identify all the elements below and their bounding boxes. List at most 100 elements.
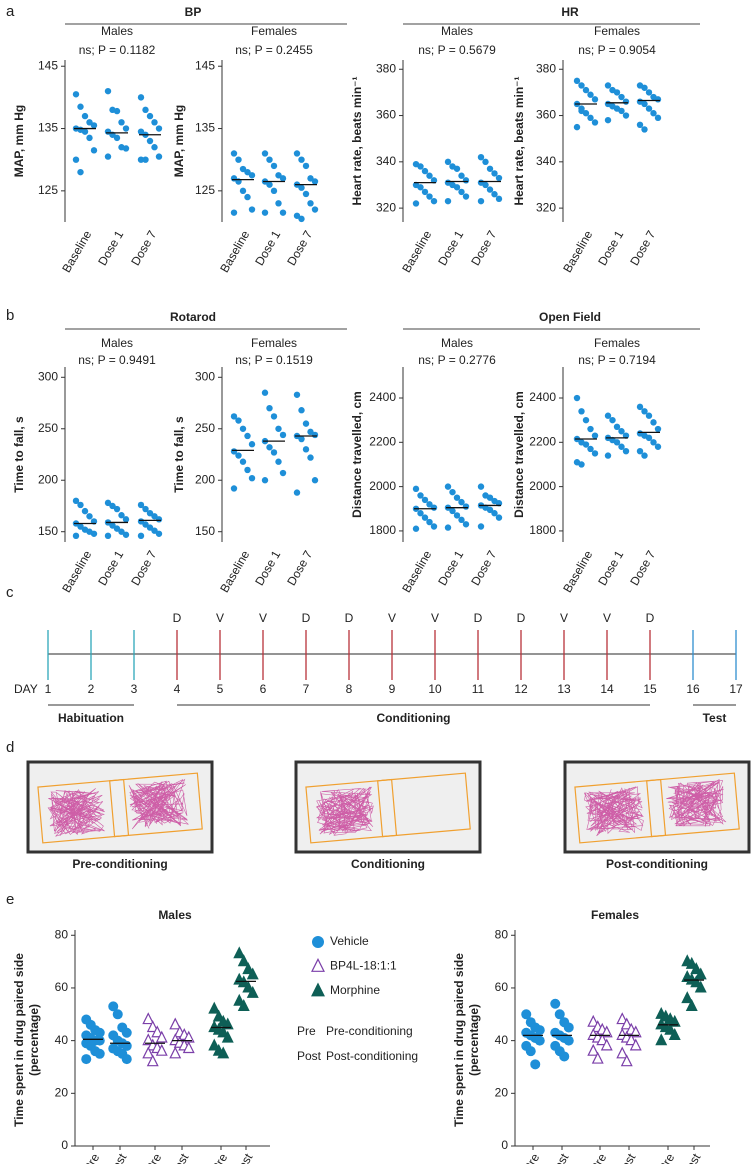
dot (279, 431, 287, 439)
dot (266, 181, 273, 188)
dot (563, 1022, 574, 1033)
dot (486, 186, 494, 193)
dot (613, 439, 621, 446)
arena (305, 772, 471, 844)
x-tick-label: Dose 1 (252, 548, 283, 588)
dot (636, 121, 644, 128)
dot (235, 452, 242, 459)
triangle (233, 946, 246, 959)
legend-label: Vehicle (330, 934, 369, 948)
dot (72, 156, 80, 163)
arena-label: Pre-conditioning (72, 857, 167, 871)
dot (311, 206, 319, 213)
dot (302, 420, 310, 427)
dot (86, 119, 93, 126)
dot (458, 516, 465, 524)
dot (417, 163, 424, 170)
dot (618, 93, 625, 101)
dot (444, 158, 452, 166)
x-tick-label: Dose 1 (595, 228, 626, 268)
dot (573, 123, 581, 131)
dot (279, 175, 287, 182)
triangle (311, 982, 325, 997)
dot (81, 128, 89, 135)
triangle (690, 975, 703, 988)
x-tick-label: Dose 7 (627, 228, 658, 268)
y-tick-label: 150 (38, 524, 58, 538)
dot (578, 461, 585, 468)
chart-title: Females (251, 24, 297, 38)
dot (650, 110, 657, 117)
dot (94, 1035, 105, 1046)
x-tick-label: Post (167, 1151, 191, 1164)
dot (270, 187, 278, 195)
dot (142, 505, 149, 513)
legend-label: Morphine (330, 983, 380, 997)
dot (622, 98, 630, 105)
y-axis-label: Time spent in drug paired side (452, 953, 466, 1127)
day-number: 5 (217, 682, 224, 696)
dot (86, 134, 93, 142)
dot (146, 137, 154, 145)
dot (155, 153, 163, 160)
y-tick-label: 2000 (369, 479, 396, 493)
dot (146, 112, 154, 120)
y-tick-label: 300 (195, 369, 215, 383)
triangle (616, 1046, 629, 1059)
treatment: D (173, 611, 182, 625)
phase-label: Conditioning (377, 711, 451, 725)
x-tick-label: Dose 7 (128, 548, 159, 588)
dot (235, 156, 242, 163)
x-tick-label: Post (231, 1151, 255, 1164)
y-tick-label: 125 (38, 183, 58, 197)
dot (613, 89, 621, 96)
dot (495, 514, 503, 521)
y-axis-label: Time to fall, s (12, 416, 26, 493)
abbreviation-meaning: Pre-conditioning (326, 1024, 413, 1038)
y-tick-label: 340 (376, 154, 396, 168)
y-tick-label: 40 (55, 1033, 69, 1047)
dot (645, 89, 653, 96)
dot (94, 1027, 105, 1038)
dot (636, 403, 644, 411)
dot (298, 215, 305, 223)
dot (641, 126, 648, 133)
dot (239, 187, 247, 195)
y-tick-label: 360 (376, 108, 396, 122)
dot (298, 156, 305, 163)
y-axis-label: (percentage) (467, 1004, 481, 1076)
dot (72, 497, 80, 505)
dot (458, 498, 465, 506)
triangle (217, 1025, 230, 1038)
y-tick-label: 1800 (369, 523, 396, 537)
y-axis-label: (percentage) (27, 1004, 41, 1076)
x-tick-label: Dose 7 (468, 228, 499, 268)
dot (618, 107, 625, 115)
dot (458, 172, 465, 179)
arena-corridor (109, 778, 130, 838)
chart-title: Males (101, 336, 133, 350)
dot (151, 527, 158, 534)
triangle (685, 999, 698, 1011)
dot (412, 485, 420, 493)
x-tick-label: Post (679, 1151, 703, 1164)
arena-corridor (646, 778, 667, 838)
dot (293, 489, 301, 496)
dot (118, 512, 125, 519)
dot (261, 209, 269, 216)
triangle (311, 957, 325, 972)
y-tick-label: 250 (38, 421, 58, 435)
dot (270, 449, 278, 456)
triangle (142, 1012, 155, 1025)
x-tick-label: Dose 1 (595, 548, 626, 588)
dot (453, 184, 461, 191)
y-tick-label: 60 (55, 980, 69, 994)
triangle (694, 967, 707, 980)
dot (641, 408, 648, 415)
dot (462, 177, 470, 184)
dot (230, 485, 238, 492)
panel-label: b (6, 307, 14, 324)
section-header: BP (185, 5, 202, 19)
triangle (142, 1046, 155, 1059)
day-number: 17 (729, 682, 743, 696)
